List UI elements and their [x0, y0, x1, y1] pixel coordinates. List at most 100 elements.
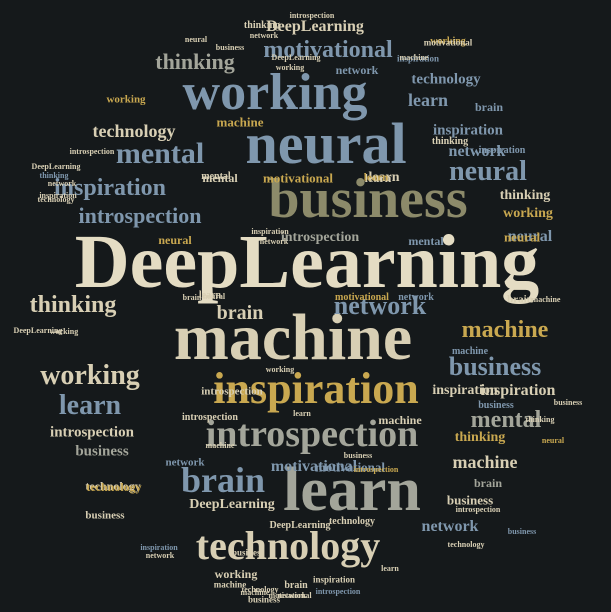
cloud-word: neural [449, 156, 527, 187]
cloud-word: neural [158, 233, 192, 247]
cloud-word: working [265, 365, 295, 374]
cloud-word: technology [447, 540, 485, 549]
cloud-word: motivational [314, 459, 386, 475]
cloud-word: learn [364, 171, 392, 185]
cloud-word: introspection [289, 11, 335, 20]
cloud-word: business [448, 352, 542, 381]
cloud-word: machine [240, 588, 270, 597]
cloud-word: introspection [182, 412, 238, 423]
cloud-word: technology [92, 121, 176, 141]
cloud-word: network [145, 551, 175, 560]
cloud-word: network [398, 292, 434, 303]
cloud-word: working [106, 93, 146, 106]
cloud-word: machine [216, 114, 264, 130]
cloud-word: brain [180, 460, 266, 500]
cloud-word: working [40, 360, 140, 391]
cloud-word: thinking [29, 292, 117, 318]
cloud-word: technology [195, 523, 381, 568]
cloud-word: business [507, 527, 537, 536]
cloud-word: technology [411, 71, 481, 88]
cloud-word: technology [85, 479, 141, 493]
cloud-word: brain [473, 476, 503, 490]
cloud-word: thinking [431, 136, 469, 147]
cloud-word: thinking [39, 171, 69, 180]
cloud-word: working [503, 206, 553, 221]
cloud-word: business [553, 398, 583, 407]
cloud-word: neural [202, 292, 226, 301]
cloud-word: machine [399, 53, 429, 62]
cloud-word: introspection [353, 465, 399, 474]
cloud-word: motivational [263, 37, 393, 63]
cloud-word: machine [213, 579, 247, 590]
cloud-word: mental [470, 407, 542, 433]
cloud-word: technology [86, 480, 142, 494]
cloud-word: working [430, 36, 466, 47]
cloud-word: technology [328, 516, 376, 527]
cloud-word: motivational [268, 591, 312, 600]
cloud-word: brain [182, 293, 202, 302]
cloud-word: business [85, 509, 125, 522]
cloud-word: network [448, 143, 506, 160]
cloud-word: neural [507, 228, 553, 245]
cloud-word: business [478, 400, 514, 411]
cloud-word: learn [363, 171, 389, 184]
cloud-word: business [343, 451, 373, 460]
cloud-word: mental [408, 234, 444, 248]
cloud-word: machine [378, 413, 422, 427]
cloud-word: business [247, 594, 281, 605]
cloud-word: thinking [499, 188, 551, 203]
cloud-word: motivational [335, 292, 389, 303]
cloud-word: neural [184, 35, 208, 44]
cloud-word: technology [241, 585, 279, 594]
cloud-word: network [259, 237, 289, 246]
cloud-word: introspection [280, 230, 360, 245]
cloud-word: learn [408, 90, 448, 110]
cloud-word: brain [216, 302, 264, 324]
cloud-word: brain [474, 100, 504, 114]
cloud-word: inspiration [478, 145, 526, 156]
cloud-word: introspection [69, 147, 115, 156]
cloud-word: DeepLearning [189, 497, 275, 512]
cloud-word: thinking [243, 20, 281, 31]
cloud-word: motivational [423, 37, 473, 48]
cloud-word: DeepLearning [269, 520, 331, 531]
cloud-word: inspiration [480, 382, 556, 399]
cloud-word: brain [284, 580, 308, 591]
cloud-word: working [182, 64, 368, 121]
cloud-word: learn [368, 170, 400, 185]
cloud-word: business [446, 492, 494, 508]
cloud-word: introspection [315, 587, 361, 596]
cloud-word: working [49, 327, 79, 336]
cloud-word: inspiration [39, 191, 77, 200]
cloud-word: inspiration [53, 175, 167, 201]
cloud-word: inspiration [213, 364, 419, 413]
cloud-word: thinking [525, 415, 555, 424]
cloud-word: network [165, 456, 205, 469]
cloud-word: DeepLearning [74, 220, 540, 304]
cloud-word: inspiration [140, 543, 178, 552]
cloud-word: machine [461, 317, 549, 343]
cloud-word: network [333, 291, 427, 320]
cloud-word: business [215, 43, 245, 52]
cloud-word: motivational [270, 458, 358, 475]
cloud-word: inspiration [251, 227, 289, 236]
cloud-word: introspection [50, 424, 134, 441]
cloud-word: business [268, 168, 468, 230]
cloud-word: DeepLearning [31, 162, 81, 171]
cloud-word: thinking [454, 430, 506, 445]
cloud-word: working [214, 567, 258, 581]
cloud-word: inspiration [396, 53, 440, 64]
cloud-word: learn [58, 390, 122, 421]
cloud-word: neural [541, 436, 565, 445]
cloud-word: machine [452, 452, 518, 472]
cloud-word: introspection [205, 413, 419, 455]
cloud-word: introspection [78, 203, 202, 228]
cloud-word: neural [245, 111, 407, 176]
cloud-word: mental [115, 137, 205, 170]
cloud-word: network [335, 63, 379, 77]
cloud-word: inspiration [312, 574, 356, 585]
cloud-word: network [249, 31, 279, 40]
cloud-word: working [275, 63, 305, 72]
cloud-word: brain [507, 293, 533, 306]
cloud-word: machine [205, 441, 235, 450]
